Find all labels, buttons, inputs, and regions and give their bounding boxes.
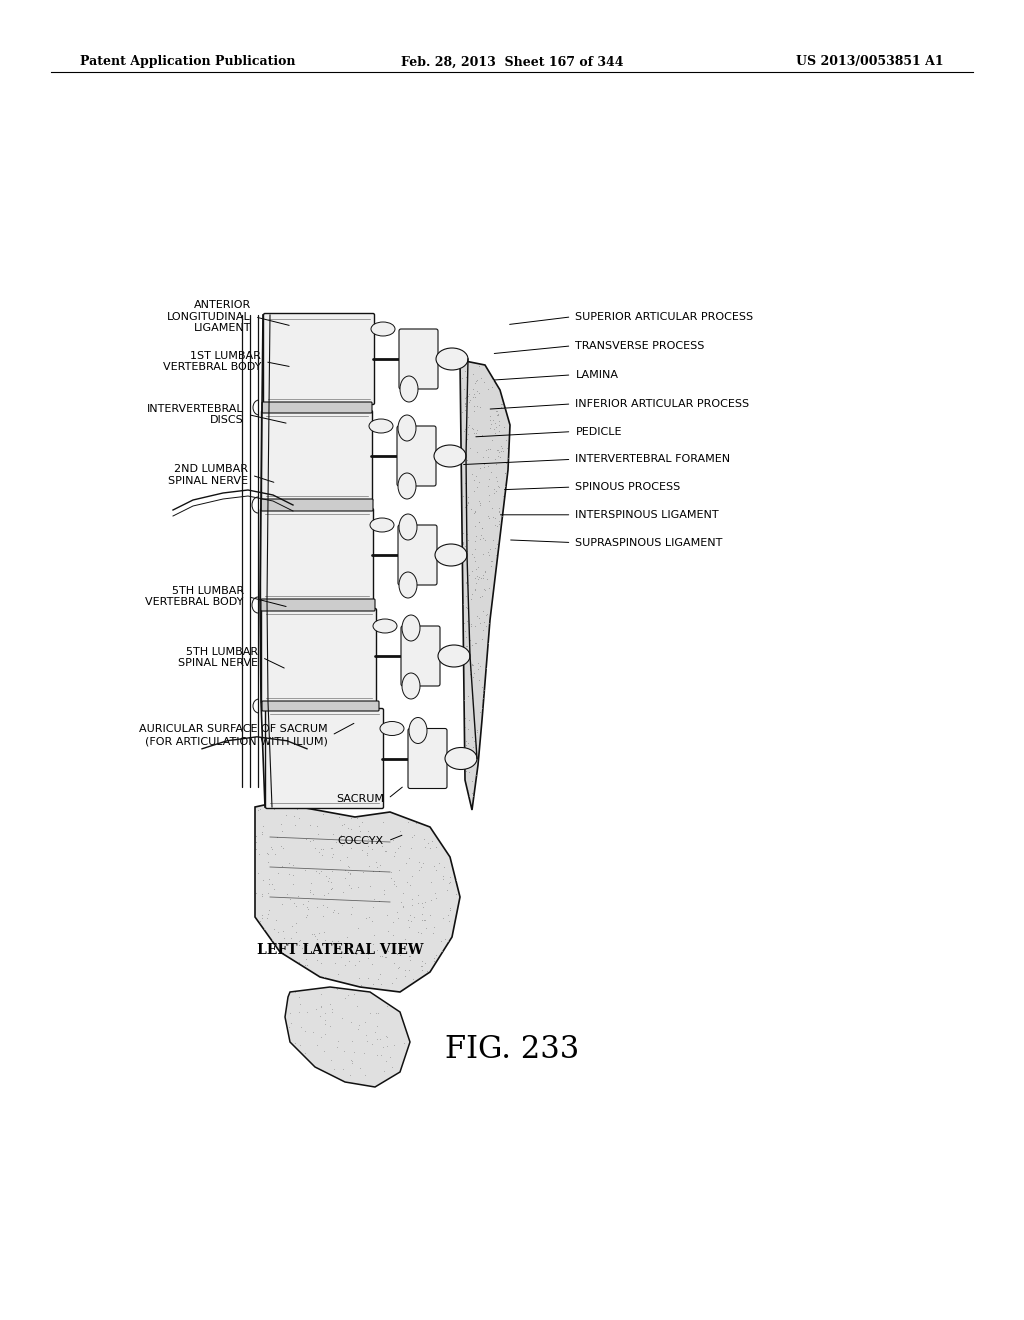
- Text: ANTERIOR
LONGITUDINAL
LIGAMENT: ANTERIOR LONGITUDINAL LIGAMENT: [167, 300, 251, 334]
- Ellipse shape: [435, 544, 467, 566]
- Text: SACRUM: SACRUM: [336, 793, 384, 804]
- FancyBboxPatch shape: [265, 709, 384, 808]
- Ellipse shape: [399, 513, 417, 540]
- Text: 2ND LUMBAR
SPINAL NERVE: 2ND LUMBAR SPINAL NERVE: [168, 465, 248, 486]
- Ellipse shape: [445, 747, 477, 770]
- Text: Patent Application Publication: Patent Application Publication: [80, 55, 296, 69]
- Ellipse shape: [380, 722, 404, 735]
- FancyBboxPatch shape: [261, 599, 375, 611]
- Text: INTERVERTEBRAL FORAMEN: INTERVERTEBRAL FORAMEN: [575, 454, 730, 465]
- Text: 1ST LUMBAR
VERTEBRAL BODY: 1ST LUMBAR VERTEBRAL BODY: [163, 351, 261, 372]
- FancyBboxPatch shape: [260, 508, 374, 602]
- Ellipse shape: [399, 572, 417, 598]
- Text: INFERIOR ARTICULAR PROCESS: INFERIOR ARTICULAR PROCESS: [575, 399, 750, 409]
- Text: SUPERIOR ARTICULAR PROCESS: SUPERIOR ARTICULAR PROCESS: [575, 312, 754, 322]
- Text: 5TH LUMBAR
VERTEBRAL BODY: 5TH LUMBAR VERTEBRAL BODY: [145, 586, 244, 607]
- Polygon shape: [460, 360, 510, 810]
- Ellipse shape: [409, 718, 427, 743]
- FancyBboxPatch shape: [397, 426, 436, 486]
- Ellipse shape: [400, 376, 418, 403]
- Text: SUPRASPINOUS LIGAMENT: SUPRASPINOUS LIGAMENT: [575, 537, 723, 548]
- Polygon shape: [285, 987, 410, 1086]
- FancyBboxPatch shape: [261, 411, 373, 502]
- Text: PEDICLE: PEDICLE: [575, 426, 622, 437]
- Ellipse shape: [402, 673, 420, 700]
- Text: FIG. 233: FIG. 233: [444, 1035, 580, 1065]
- Text: US 2013/0053851 A1: US 2013/0053851 A1: [797, 55, 944, 69]
- Text: INTERVERTEBRAL
DISCS: INTERVERTEBRAL DISCS: [147, 404, 244, 425]
- Ellipse shape: [371, 322, 395, 337]
- Text: AURICULAR SURFACE OF SACRUM
(FOR ARTICULATION WITH ILIUM): AURICULAR SURFACE OF SACRUM (FOR ARTICUL…: [139, 725, 328, 746]
- Text: COCCYX: COCCYX: [338, 836, 384, 846]
- FancyBboxPatch shape: [398, 525, 437, 585]
- Text: TRANSVERSE PROCESS: TRANSVERSE PROCESS: [575, 341, 705, 351]
- Ellipse shape: [370, 517, 394, 532]
- FancyBboxPatch shape: [263, 314, 375, 404]
- Ellipse shape: [369, 418, 393, 433]
- Text: Feb. 28, 2013  Sheet 167 of 344: Feb. 28, 2013 Sheet 167 of 344: [400, 55, 624, 69]
- Text: 5TH LUMBAR
SPINAL NERVE: 5TH LUMBAR SPINAL NERVE: [178, 647, 258, 668]
- Polygon shape: [255, 803, 460, 993]
- Ellipse shape: [373, 619, 397, 634]
- Ellipse shape: [398, 414, 416, 441]
- FancyBboxPatch shape: [261, 499, 373, 511]
- Ellipse shape: [434, 445, 466, 467]
- Ellipse shape: [402, 615, 420, 642]
- Ellipse shape: [398, 473, 416, 499]
- Ellipse shape: [438, 645, 470, 667]
- Text: SPINOUS PROCESS: SPINOUS PROCESS: [575, 482, 681, 492]
- Text: LEFT LATERAL VIEW: LEFT LATERAL VIEW: [257, 942, 423, 957]
- FancyBboxPatch shape: [399, 329, 438, 389]
- Text: LAMINA: LAMINA: [575, 370, 618, 380]
- Text: INTERSPINOUS LIGAMENT: INTERSPINOUS LIGAMENT: [575, 510, 719, 520]
- Ellipse shape: [436, 348, 468, 370]
- FancyBboxPatch shape: [261, 609, 377, 704]
- FancyBboxPatch shape: [401, 626, 440, 686]
- FancyBboxPatch shape: [262, 403, 372, 413]
- FancyBboxPatch shape: [408, 729, 447, 788]
- FancyBboxPatch shape: [262, 701, 379, 711]
